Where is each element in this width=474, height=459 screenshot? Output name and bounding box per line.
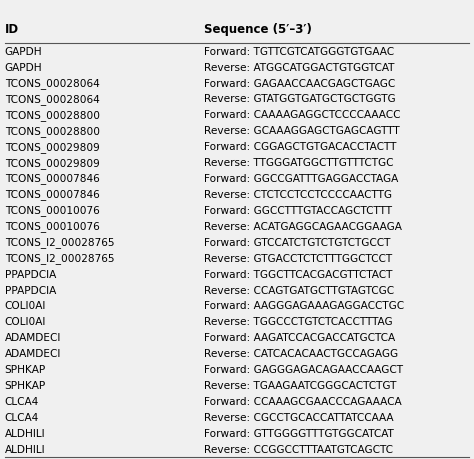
Text: TCONS_00010076: TCONS_00010076: [5, 221, 100, 232]
Text: Reverse: TTGGGATGGCTTGTTTCTGC: Reverse: TTGGGATGGCTTGTTTCTGC: [204, 158, 393, 168]
Text: CLCA4: CLCA4: [5, 412, 39, 422]
Text: Reverse: ATGGCATGGACTGTGGTCAT: Reverse: ATGGCATGGACTGTGGTCAT: [204, 62, 394, 73]
Text: TCONS_l2_00028765: TCONS_l2_00028765: [5, 252, 114, 263]
Text: Forward: CAAAAGAGGCTCCCCAAACC: Forward: CAAAAGAGGCTCCCCAAACC: [204, 110, 401, 120]
Text: PPAPDCIA: PPAPDCIA: [5, 285, 56, 295]
Text: TCONS_00028064: TCONS_00028064: [5, 78, 100, 89]
Text: TCONS_00029809: TCONS_00029809: [5, 157, 100, 168]
Text: Forward: AAGATCCACGACCATGCTCA: Forward: AAGATCCACGACCATGCTCA: [204, 333, 395, 342]
Text: Forward: TGTTCGTCATGGGTGTGAAC: Forward: TGTTCGTCATGGGTGTGAAC: [204, 46, 394, 56]
Text: Reverse: CGCCTGCACCATTATCCAAA: Reverse: CGCCTGCACCATTATCCAAA: [204, 412, 393, 422]
Text: Forward: GGCCTTTGTACCAGCTCTTT: Forward: GGCCTTTGTACCAGCTCTTT: [204, 206, 392, 215]
Text: SPHKAP: SPHKAP: [5, 380, 46, 390]
Text: Reverse: CTCTCCTCCTCCCCAACTTG: Reverse: CTCTCCTCCTCCCCAACTTG: [204, 190, 392, 200]
Text: TCONS_l2_00028765: TCONS_l2_00028765: [5, 237, 114, 248]
Text: Sequence (5′–3′): Sequence (5′–3′): [204, 23, 312, 36]
Text: Reverse: GTATGGTGATGCTGCTGGTG: Reverse: GTATGGTGATGCTGCTGGTG: [204, 94, 395, 104]
Text: Forward: GAGGGAGACAGAACCAAGCT: Forward: GAGGGAGACAGAACCAAGCT: [204, 364, 403, 374]
Text: Reverse: GCAAAGGAGCTGAGCAGTTT: Reverse: GCAAAGGAGCTGAGCAGTTT: [204, 126, 400, 136]
Text: Reverse: TGAAGAATCGGGCACTCTGT: Reverse: TGAAGAATCGGGCACTCTGT: [204, 380, 396, 390]
Text: ADAMDECI: ADAMDECI: [5, 333, 61, 342]
Text: Forward: GGCCGATTTGAGGACCTAGA: Forward: GGCCGATTTGAGGACCTAGA: [204, 174, 398, 184]
Text: ALDHILI: ALDHILI: [5, 428, 46, 438]
Text: GAPDH: GAPDH: [5, 46, 42, 56]
Text: Reverse: CATCACACAACTGCCAGAGG: Reverse: CATCACACAACTGCCAGAGG: [204, 348, 398, 358]
Text: Reverse: GTGACCTCTCTTTGGCTCCT: Reverse: GTGACCTCTCTTTGGCTCCT: [204, 253, 392, 263]
Text: Forward: TGGCTTCACGACGTTCTACT: Forward: TGGCTTCACGACGTTCTACT: [204, 269, 392, 279]
Text: Forward: GAGAACCAACGAGCTGAGC: Forward: GAGAACCAACGAGCTGAGC: [204, 78, 395, 88]
Text: Forward: GTTGGGGTTTGTGGCATCAT: Forward: GTTGGGGTTTGTGGCATCAT: [204, 428, 393, 438]
Text: ID: ID: [5, 23, 19, 36]
Text: Forward: CGGAGCTGTGACACCTACTT: Forward: CGGAGCTGTGACACCTACTT: [204, 142, 396, 152]
Text: Forward: GTCCATCTGTCTGTCTGCCT: Forward: GTCCATCTGTCTGTCTGCCT: [204, 237, 390, 247]
Text: TCONS_00028064: TCONS_00028064: [5, 94, 100, 105]
Text: TCONS_00028800: TCONS_00028800: [5, 110, 100, 121]
Text: Reverse: ACATGAGGCAGAACGGAAGA: Reverse: ACATGAGGCAGAACGGAAGA: [204, 221, 401, 231]
Text: Reverse: CCAGTGATGCTTGTAGTCGC: Reverse: CCAGTGATGCTTGTAGTCGC: [204, 285, 394, 295]
Text: TCONS_00007846: TCONS_00007846: [5, 189, 100, 200]
Text: TCONS_00010076: TCONS_00010076: [5, 205, 100, 216]
Text: ALDHILI: ALDHILI: [5, 444, 46, 454]
Text: Forward: CCAAAGCGAACCCAGAAACA: Forward: CCAAAGCGAACCCAGAAACA: [204, 396, 401, 406]
Text: ADAMDECI: ADAMDECI: [5, 348, 61, 358]
Text: CLCA4: CLCA4: [5, 396, 39, 406]
Text: Reverse: CCGGCCTTTAATGTCAGCTC: Reverse: CCGGCCTTTAATGTCAGCTC: [204, 444, 393, 454]
Text: TCONS_00007846: TCONS_00007846: [5, 173, 100, 184]
Text: Reverse: TGGCCCTGTCTCACCTTTAG: Reverse: TGGCCCTGTCTCACCTTTAG: [204, 317, 392, 327]
Text: COLl0Al: COLl0Al: [5, 301, 46, 311]
Text: TCONS_00028800: TCONS_00028800: [5, 126, 100, 136]
Text: COLl0Al: COLl0Al: [5, 317, 46, 327]
Text: TCONS_00029809: TCONS_00029809: [5, 141, 100, 152]
Text: GAPDH: GAPDH: [5, 62, 42, 73]
Text: PPAPDCIA: PPAPDCIA: [5, 269, 56, 279]
Text: Forward: AAGGGAGAAAGAGGACCTGC: Forward: AAGGGAGAAAGAGGACCTGC: [204, 301, 404, 311]
Text: SPHKAP: SPHKAP: [5, 364, 46, 374]
